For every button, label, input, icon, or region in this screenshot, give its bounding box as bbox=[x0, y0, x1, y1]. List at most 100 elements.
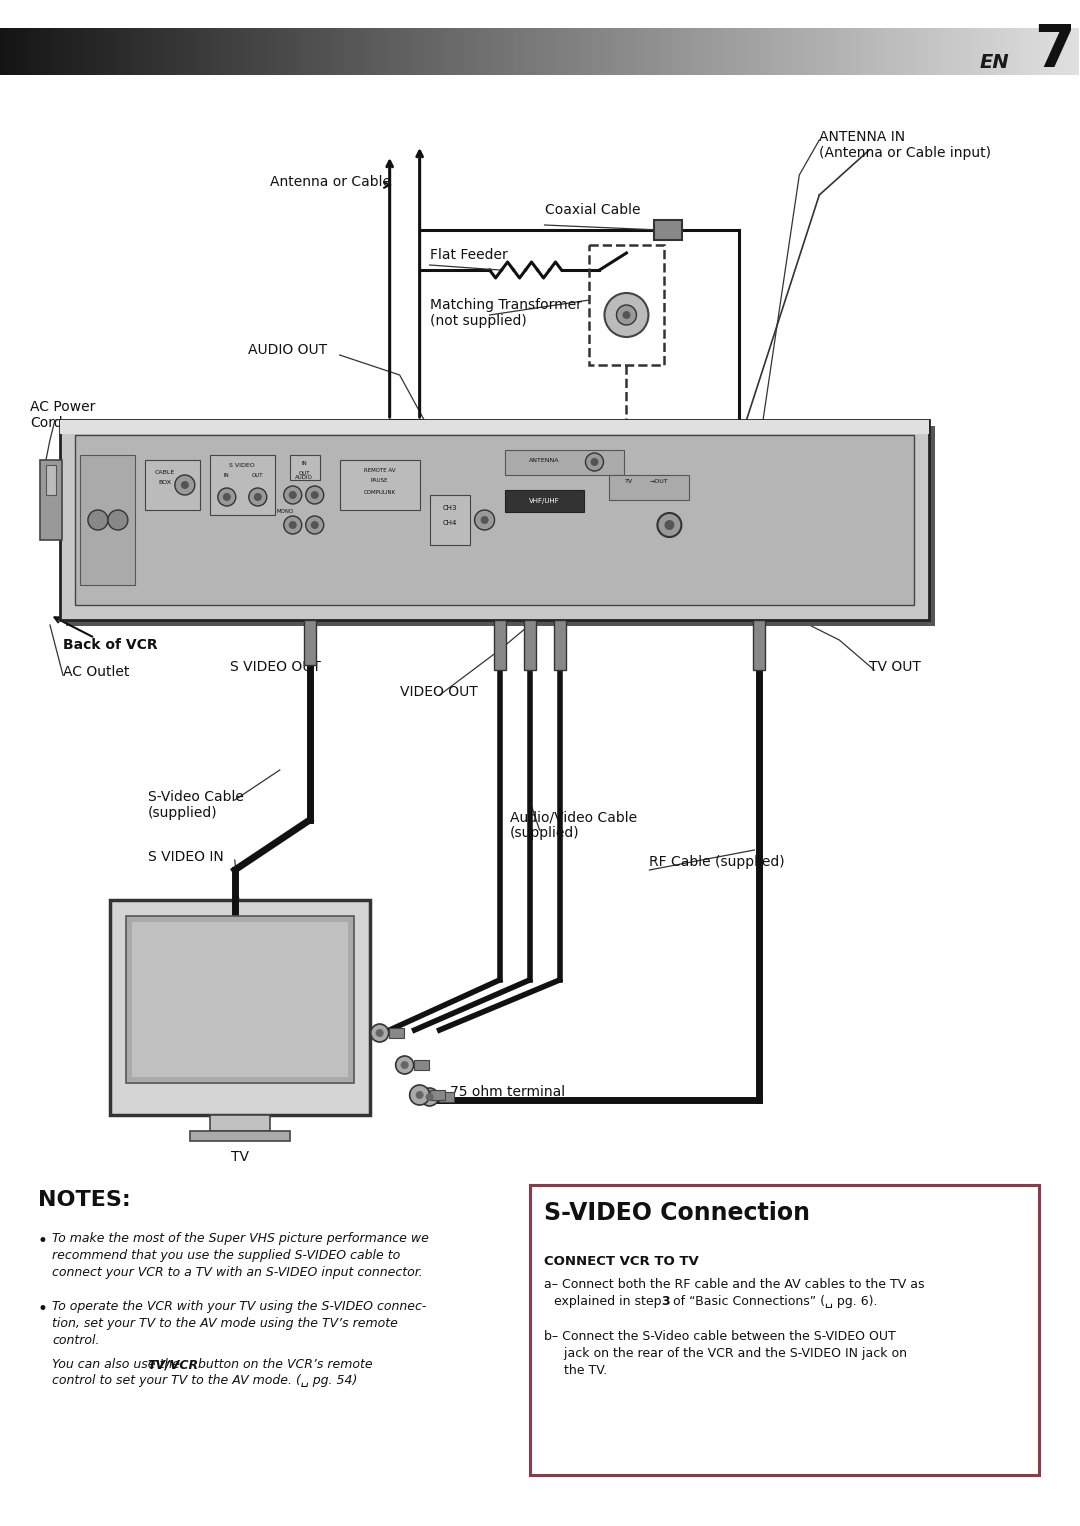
Bar bbox=[1018, 27, 1022, 75]
Text: IN: IN bbox=[302, 461, 308, 465]
Bar bbox=[46, 27, 51, 75]
Text: REMOTE AV: REMOTE AV bbox=[364, 468, 395, 473]
Bar bbox=[352, 27, 356, 75]
Circle shape bbox=[481, 516, 488, 523]
Circle shape bbox=[376, 1029, 383, 1038]
Bar bbox=[609, 475, 689, 501]
Bar bbox=[1008, 27, 1011, 75]
Bar bbox=[792, 27, 795, 75]
Bar bbox=[946, 27, 950, 75]
Bar bbox=[292, 27, 296, 75]
Bar bbox=[475, 27, 478, 75]
Bar bbox=[964, 27, 968, 75]
Bar bbox=[471, 27, 475, 75]
Bar bbox=[1071, 27, 1076, 75]
Bar bbox=[968, 27, 972, 75]
Bar bbox=[914, 27, 918, 75]
Bar bbox=[306, 27, 310, 75]
Bar bbox=[430, 494, 470, 545]
Bar bbox=[151, 27, 156, 75]
Bar bbox=[508, 27, 511, 75]
Bar bbox=[921, 27, 924, 75]
Bar bbox=[773, 27, 778, 75]
Bar bbox=[148, 27, 151, 75]
Bar bbox=[248, 27, 253, 75]
Circle shape bbox=[306, 516, 324, 534]
Bar bbox=[716, 27, 720, 75]
Circle shape bbox=[311, 491, 319, 499]
Bar bbox=[191, 27, 194, 75]
Bar bbox=[586, 27, 591, 75]
Bar bbox=[190, 1131, 289, 1141]
Bar bbox=[802, 27, 806, 75]
Text: OUT: OUT bbox=[252, 473, 264, 478]
Bar bbox=[1036, 27, 1040, 75]
Bar bbox=[289, 455, 320, 481]
Bar bbox=[233, 27, 238, 75]
Bar bbox=[874, 27, 878, 75]
Bar bbox=[820, 27, 824, 75]
Bar bbox=[935, 27, 940, 75]
Text: 3: 3 bbox=[661, 1296, 670, 1308]
Bar bbox=[540, 27, 543, 75]
Bar bbox=[126, 916, 353, 1083]
Bar bbox=[939, 27, 943, 75]
Bar bbox=[554, 27, 558, 75]
Bar bbox=[80, 455, 135, 584]
Circle shape bbox=[401, 1061, 408, 1070]
Bar bbox=[75, 435, 914, 604]
Bar bbox=[665, 27, 670, 75]
Bar bbox=[1003, 27, 1008, 75]
Bar bbox=[1039, 27, 1043, 75]
Circle shape bbox=[622, 311, 631, 319]
Bar bbox=[57, 27, 62, 75]
Bar bbox=[684, 27, 688, 75]
Circle shape bbox=[605, 293, 648, 337]
Bar bbox=[572, 27, 576, 75]
Circle shape bbox=[585, 453, 604, 472]
Bar bbox=[1050, 27, 1054, 75]
Bar bbox=[1000, 27, 1004, 75]
Circle shape bbox=[306, 485, 324, 504]
Bar bbox=[597, 27, 602, 75]
Bar bbox=[198, 27, 202, 75]
Bar bbox=[852, 27, 856, 75]
Bar bbox=[698, 27, 702, 75]
Circle shape bbox=[474, 510, 495, 530]
Text: •: • bbox=[38, 1231, 48, 1250]
Bar bbox=[1047, 27, 1051, 75]
Bar bbox=[303, 620, 315, 665]
Bar bbox=[241, 27, 245, 75]
Text: AC Outlet: AC Outlet bbox=[63, 665, 130, 679]
Bar bbox=[733, 27, 738, 75]
Text: •: • bbox=[38, 1300, 48, 1318]
Bar bbox=[430, 1090, 445, 1100]
Bar bbox=[568, 27, 572, 75]
Bar bbox=[173, 27, 177, 75]
Bar bbox=[284, 27, 288, 75]
Bar bbox=[630, 27, 634, 75]
Bar bbox=[654, 220, 683, 240]
Bar bbox=[889, 27, 892, 75]
Bar bbox=[781, 27, 784, 75]
Bar bbox=[486, 27, 489, 75]
Bar bbox=[529, 27, 532, 75]
Bar bbox=[414, 27, 418, 75]
Bar bbox=[867, 27, 870, 75]
Bar bbox=[651, 27, 656, 75]
Bar bbox=[400, 27, 403, 75]
Bar bbox=[590, 27, 594, 75]
Bar bbox=[583, 27, 586, 75]
Bar bbox=[210, 455, 274, 514]
Bar bbox=[579, 27, 583, 75]
Bar bbox=[170, 27, 173, 75]
Bar bbox=[849, 27, 853, 75]
Bar bbox=[633, 27, 637, 75]
Text: IN: IN bbox=[224, 473, 230, 478]
Bar bbox=[892, 27, 896, 75]
Circle shape bbox=[420, 1088, 438, 1106]
Bar bbox=[719, 27, 724, 75]
Bar bbox=[971, 27, 975, 75]
Text: OUT: OUT bbox=[299, 470, 310, 476]
Bar bbox=[647, 27, 651, 75]
